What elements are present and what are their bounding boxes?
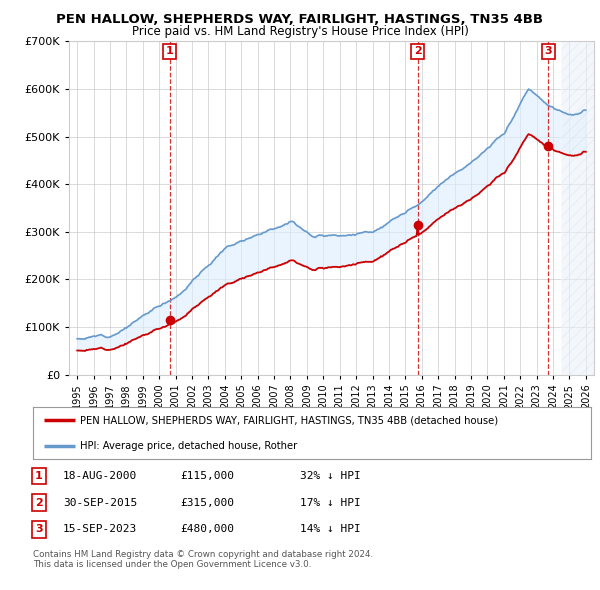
Text: 1: 1 xyxy=(35,471,43,481)
Text: 1: 1 xyxy=(166,46,173,56)
Text: 32% ↓ HPI: 32% ↓ HPI xyxy=(300,471,361,481)
Text: 2: 2 xyxy=(35,498,43,507)
Text: HPI: Average price, detached house, Rother: HPI: Average price, detached house, Roth… xyxy=(80,441,298,451)
Text: 18-AUG-2000: 18-AUG-2000 xyxy=(63,471,137,481)
Text: £315,000: £315,000 xyxy=(180,498,234,507)
Text: 3: 3 xyxy=(544,46,552,56)
Text: 14% ↓ HPI: 14% ↓ HPI xyxy=(300,525,361,534)
Text: £115,000: £115,000 xyxy=(180,471,234,481)
Text: 2: 2 xyxy=(414,46,422,56)
Text: PEN HALLOW, SHEPHERDS WAY, FAIRLIGHT, HASTINGS, TN35 4BB (detached house): PEN HALLOW, SHEPHERDS WAY, FAIRLIGHT, HA… xyxy=(80,415,499,425)
Text: Price paid vs. HM Land Registry's House Price Index (HPI): Price paid vs. HM Land Registry's House … xyxy=(131,25,469,38)
Text: This data is licensed under the Open Government Licence v3.0.: This data is licensed under the Open Gov… xyxy=(33,560,311,569)
Text: Contains HM Land Registry data © Crown copyright and database right 2024.: Contains HM Land Registry data © Crown c… xyxy=(33,550,373,559)
Text: 17% ↓ HPI: 17% ↓ HPI xyxy=(300,498,361,507)
Text: £480,000: £480,000 xyxy=(180,525,234,534)
Text: 3: 3 xyxy=(35,525,43,534)
Bar xyxy=(561,41,594,375)
Text: PEN HALLOW, SHEPHERDS WAY, FAIRLIGHT, HASTINGS, TN35 4BB: PEN HALLOW, SHEPHERDS WAY, FAIRLIGHT, HA… xyxy=(56,13,544,26)
Text: 15-SEP-2023: 15-SEP-2023 xyxy=(63,525,137,534)
Text: 30-SEP-2015: 30-SEP-2015 xyxy=(63,498,137,507)
